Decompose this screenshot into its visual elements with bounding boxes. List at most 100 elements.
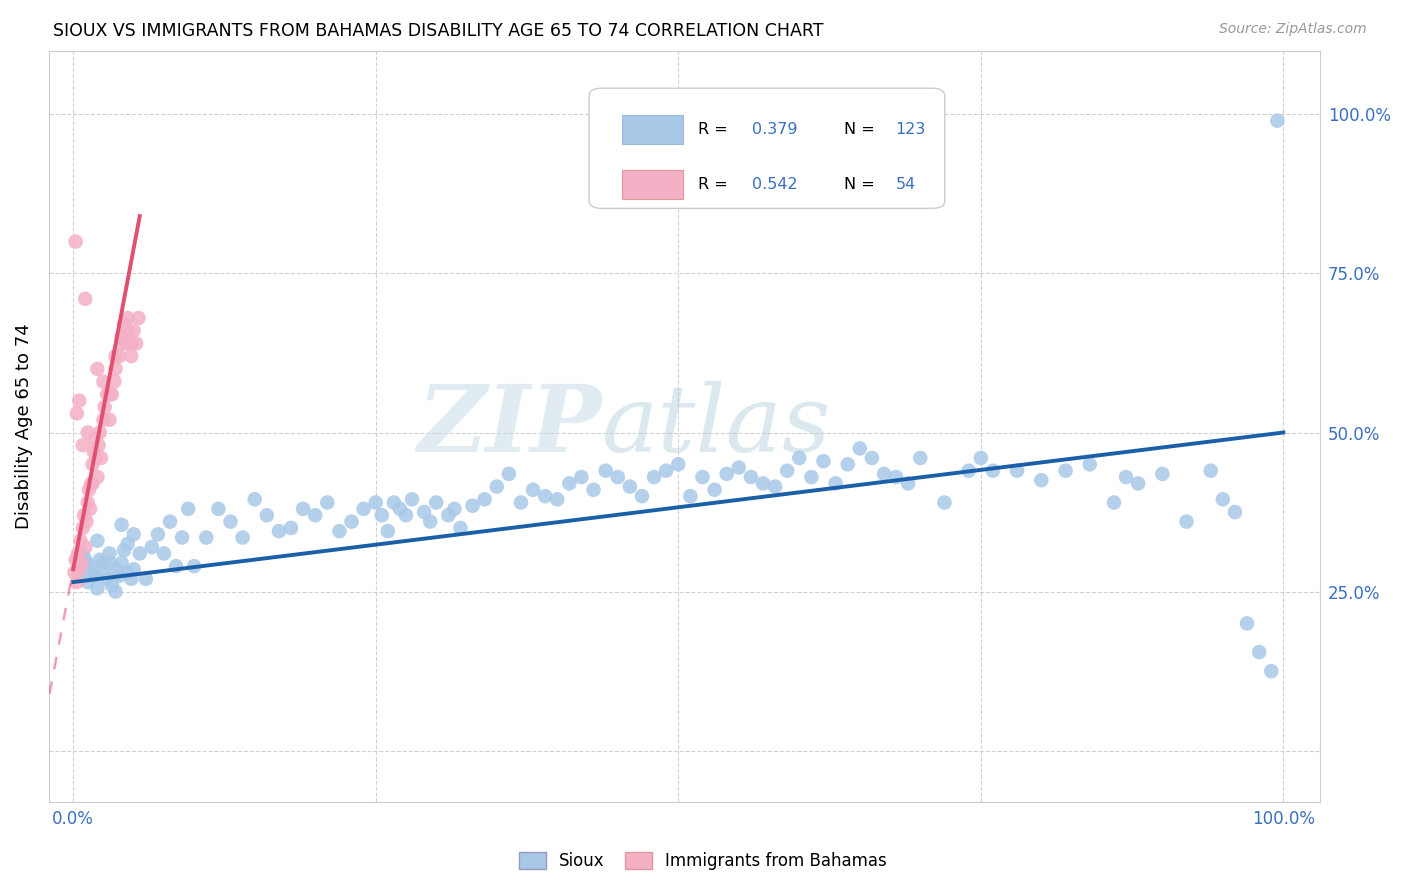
Point (135, 572, 157, 586)
Point (534, 489, 557, 503)
Text: 54: 54 (896, 177, 915, 192)
Point (93, 566, 115, 580)
Point (884, 470, 907, 484)
Point (280, 521, 302, 535)
Point (93, 413, 115, 427)
Point (437, 508, 460, 523)
Point (256, 508, 278, 523)
Point (304, 508, 326, 523)
Point (75, 292, 97, 306)
Point (108, 349, 131, 363)
Point (128, 310, 150, 325)
Point (117, 310, 139, 325)
Point (159, 515, 181, 529)
Point (104, 584, 127, 599)
Point (165, 559, 187, 574)
Point (115, 336, 138, 351)
Point (90, 450, 112, 465)
Point (65, 553, 87, 567)
Point (177, 501, 200, 516)
Point (98, 413, 121, 427)
Point (740, 470, 762, 484)
Point (860, 450, 883, 465)
Point (73, 508, 96, 523)
Point (86, 533, 108, 548)
Point (104, 562, 127, 576)
Point (66, 406, 89, 420)
Point (77, 483, 100, 497)
Point (72, 521, 94, 535)
Point (117, 324, 139, 338)
Point (666, 458, 689, 472)
Point (727, 460, 749, 475)
Point (110, 556, 132, 570)
Point (172, 531, 194, 545)
FancyBboxPatch shape (621, 170, 683, 199)
Point (1249, 645, 1271, 659)
Point (571, 470, 593, 484)
Point (98, 546, 121, 560)
Point (76, 515, 98, 529)
Point (371, 508, 394, 523)
Text: SIOUX VS IMMIGRANTS FROM BAHAMAS DISABILITY AGE 65 TO 74 CORRELATION CHART: SIOUX VS IMMIGRANTS FROM BAHAMAS DISABIL… (53, 22, 824, 40)
Point (112, 318, 135, 332)
Point (93, 375, 115, 389)
Point (101, 387, 124, 401)
Point (122, 527, 145, 541)
Point (498, 467, 520, 481)
Point (232, 531, 254, 545)
Point (120, 349, 142, 363)
Point (86, 582, 108, 596)
Point (522, 483, 544, 497)
Point (1126, 476, 1149, 491)
Point (582, 483, 605, 497)
Text: R =: R = (699, 122, 728, 137)
Point (103, 375, 125, 389)
Point (364, 495, 387, 509)
Point (510, 495, 533, 509)
Point (425, 495, 447, 509)
Point (813, 454, 835, 468)
Point (970, 450, 993, 465)
Point (86, 470, 108, 484)
Point (80, 476, 103, 491)
Point (631, 489, 654, 503)
Point (1223, 505, 1246, 519)
Point (763, 480, 786, 494)
Point (910, 450, 932, 465)
Point (377, 524, 399, 538)
Point (104, 362, 127, 376)
Point (67, 393, 90, 408)
Point (1199, 464, 1222, 478)
Point (1265, 113, 1288, 128)
Point (443, 501, 465, 516)
Point (219, 515, 242, 529)
Point (89, 553, 111, 567)
Point (79, 501, 101, 516)
Point (75, 540, 97, 554)
Point (1152, 467, 1174, 481)
Text: atlas: atlas (602, 381, 831, 471)
Point (125, 336, 148, 351)
Point (692, 470, 714, 484)
Point (606, 470, 628, 484)
Point (70, 556, 93, 570)
Point (981, 464, 1004, 478)
Point (679, 489, 702, 503)
Text: R =: R = (699, 177, 728, 192)
Point (353, 501, 375, 516)
Point (98, 556, 121, 570)
Point (243, 492, 266, 507)
Point (934, 495, 956, 509)
Point (546, 492, 568, 507)
Legend: Sioux, Immigrants from Bahamas: Sioux, Immigrants from Bahamas (513, 845, 893, 877)
Point (776, 464, 799, 478)
Point (873, 467, 896, 481)
Point (83, 444, 105, 458)
Point (69, 533, 91, 548)
Point (1115, 470, 1137, 484)
Point (595, 464, 617, 478)
Text: 0.379: 0.379 (752, 122, 797, 137)
Point (897, 476, 920, 491)
Point (112, 543, 135, 558)
